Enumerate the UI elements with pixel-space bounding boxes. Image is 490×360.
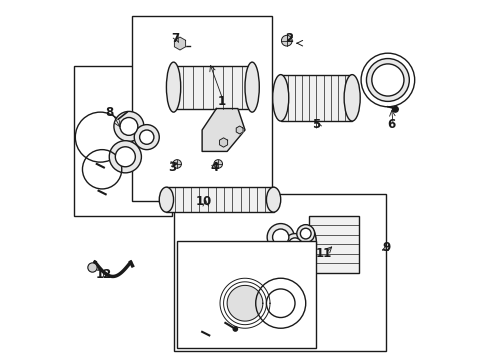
Text: 5: 5 (312, 118, 320, 131)
Circle shape (134, 125, 159, 150)
Text: 9: 9 (382, 241, 390, 255)
Polygon shape (236, 126, 243, 134)
Ellipse shape (297, 234, 300, 254)
Text: 3: 3 (168, 161, 176, 174)
Circle shape (372, 64, 404, 96)
Circle shape (115, 147, 135, 167)
Circle shape (281, 35, 292, 46)
Circle shape (289, 238, 301, 251)
Ellipse shape (159, 187, 173, 212)
Circle shape (267, 289, 295, 318)
Ellipse shape (267, 187, 281, 212)
Polygon shape (227, 285, 263, 321)
Circle shape (173, 159, 181, 168)
Text: 11: 11 (316, 247, 332, 260)
Ellipse shape (286, 234, 290, 254)
Text: 1: 1 (218, 95, 226, 108)
Text: 7: 7 (172, 32, 179, 45)
Polygon shape (174, 37, 186, 50)
Circle shape (392, 107, 398, 112)
Bar (167, 187, 273, 212)
Ellipse shape (344, 75, 360, 121)
Text: 4: 4 (211, 161, 219, 174)
Polygon shape (220, 138, 227, 147)
Circle shape (284, 234, 306, 255)
FancyBboxPatch shape (74, 66, 172, 216)
Text: 8: 8 (105, 105, 113, 119)
Circle shape (259, 282, 302, 325)
Text: 2: 2 (286, 32, 294, 45)
Circle shape (300, 228, 311, 239)
Ellipse shape (308, 234, 311, 254)
Ellipse shape (292, 234, 295, 254)
Ellipse shape (167, 62, 181, 112)
Circle shape (120, 117, 138, 135)
FancyBboxPatch shape (132, 16, 272, 202)
Circle shape (88, 263, 97, 272)
Text: 12: 12 (96, 268, 112, 281)
Circle shape (267, 224, 294, 251)
Ellipse shape (272, 75, 289, 121)
Circle shape (109, 141, 142, 173)
Text: 10: 10 (196, 195, 212, 208)
Circle shape (297, 225, 315, 243)
Bar (173, 66, 252, 109)
Ellipse shape (245, 62, 259, 112)
Circle shape (367, 59, 409, 102)
Circle shape (272, 229, 289, 245)
Ellipse shape (313, 234, 317, 254)
Ellipse shape (302, 234, 306, 254)
Circle shape (233, 327, 238, 331)
Bar (281, 75, 352, 121)
Circle shape (214, 159, 222, 168)
Polygon shape (202, 109, 245, 152)
Circle shape (140, 130, 154, 144)
FancyBboxPatch shape (177, 241, 317, 348)
Ellipse shape (302, 226, 317, 262)
FancyBboxPatch shape (173, 194, 386, 351)
Circle shape (114, 111, 144, 141)
Text: 6: 6 (387, 118, 395, 131)
Bar (309, 216, 359, 273)
